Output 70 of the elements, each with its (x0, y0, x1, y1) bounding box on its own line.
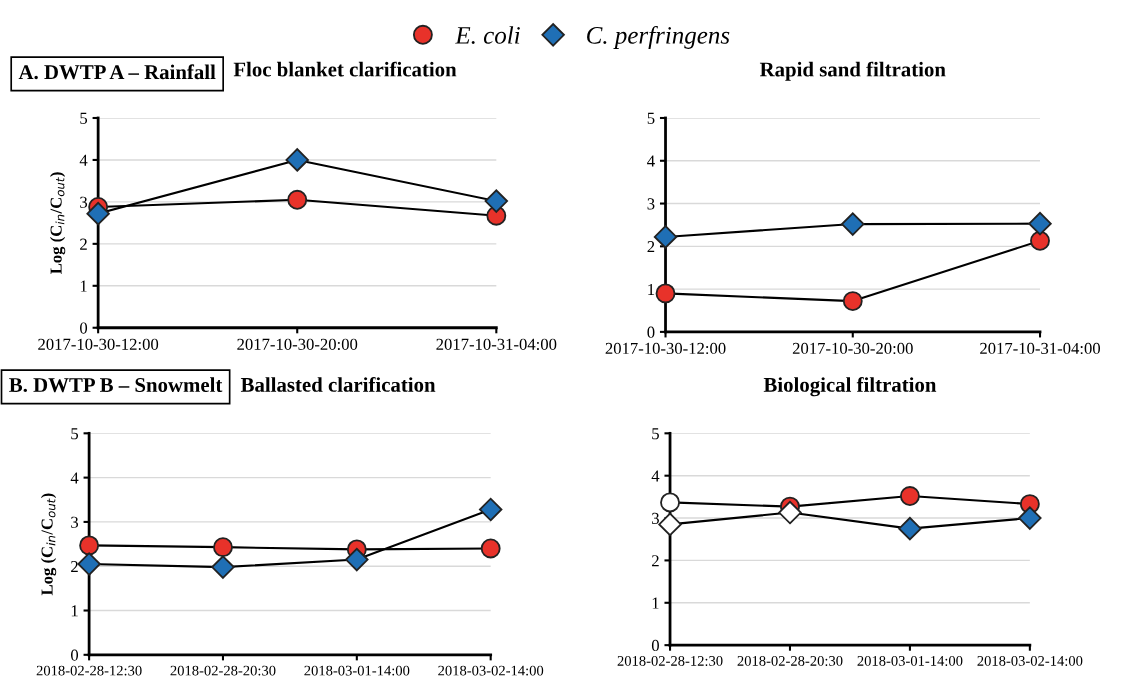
y-tick-label: 2 (80, 238, 87, 250)
point (86, 201, 110, 226)
point (77, 552, 101, 576)
y-tick-label: 0 (71, 649, 79, 661)
y-axis-title: Log (C$_{in}$/C$_{out}$) (40, 493, 57, 596)
point (285, 148, 309, 172)
y-tick-label: 3 (647, 198, 655, 210)
y-tick-label: 3 (80, 196, 88, 208)
x-tick-label: 2018-02-28-20:30 (170, 665, 276, 676)
x-tick-label: 2017-10-31-04:00 (436, 338, 557, 350)
y-tick-label: 3 (652, 512, 659, 524)
chart-title: Ballasted clarification (240, 376, 436, 392)
point (478, 497, 503, 522)
point (655, 283, 676, 304)
point (480, 538, 501, 559)
x-tick-label: 2018-03-02-14:00 (977, 655, 1083, 666)
x-tick-label: 2018-03-02-14:00 (438, 665, 544, 676)
x-tick-label: 2017-10-30-12:00 (38, 338, 159, 350)
chart-title: Rapid sand filtration (759, 61, 946, 81)
point (213, 537, 233, 558)
chart-title: Biological filtration (763, 376, 937, 397)
point (653, 225, 678, 249)
point (658, 512, 682, 537)
point (899, 486, 920, 506)
y-tick-label: 4 (70, 472, 79, 484)
point (842, 291, 863, 312)
point (1018, 506, 1042, 530)
y-tick-label: 0 (80, 322, 88, 334)
point (1030, 230, 1050, 251)
y-tick-label: 3 (71, 516, 79, 528)
y-tick-label: 5 (80, 112, 88, 124)
x-tick-label: 2018-03-01-14:00 (857, 655, 963, 666)
chart-title: Floc blanket clarification (233, 61, 457, 77)
y-tick-label: 1 (80, 280, 87, 292)
point (898, 516, 922, 541)
x-tick-label: 2018-02-28-12:30 (617, 655, 723, 666)
point (484, 189, 509, 213)
point (841, 212, 865, 236)
x-tick-label: 2018-03-01-14:00 (304, 665, 410, 676)
y-tick-label: 4 (651, 470, 660, 482)
point (778, 500, 802, 525)
y-tick-label: 5 (647, 112, 655, 124)
point (345, 547, 369, 572)
y-tick-label: 0 (651, 639, 659, 652)
y-tick-label: 5 (652, 428, 659, 440)
y-tick-label: 2 (647, 241, 655, 253)
x-tick-label: 2018-02-28-12:30 (36, 665, 142, 676)
y-tick-label: 1 (652, 597, 659, 609)
chart-subtitle: B. DWTP B – Snowmelt (9, 377, 223, 393)
y-tick-label: 1 (648, 283, 655, 295)
chart-subtitle: A. DWTP A – Rainfall (18, 64, 216, 80)
y-tick-label: 5 (71, 428, 79, 440)
x-tick-label: 2017-10-30-20:00 (792, 342, 913, 355)
x-tick-label: 2018-02-28-20:30 (737, 655, 843, 666)
y-tick-label: 4 (647, 155, 655, 167)
y-tick-label: 0 (647, 326, 655, 338)
y-tick-label: 1 (71, 605, 78, 617)
legend-label: C. perfringens (587, 25, 730, 49)
point (79, 535, 100, 556)
y-axis-title: Log (C$_{in}$/C$_{out}$) (50, 172, 66, 274)
point (1028, 211, 1052, 236)
point (287, 189, 308, 210)
x-tick-label: 2017-10-30-12:00 (605, 342, 726, 355)
point (211, 555, 235, 579)
x-tick-label: 2017-10-31-04:00 (980, 342, 1101, 355)
y-tick-label: 2 (652, 555, 659, 567)
y-tick-label: 4 (79, 154, 88, 166)
legend-label: E. coli (455, 26, 520, 44)
y-tick-label: 2 (71, 560, 78, 572)
x-tick-label: 2017-10-30-20:00 (237, 338, 358, 350)
